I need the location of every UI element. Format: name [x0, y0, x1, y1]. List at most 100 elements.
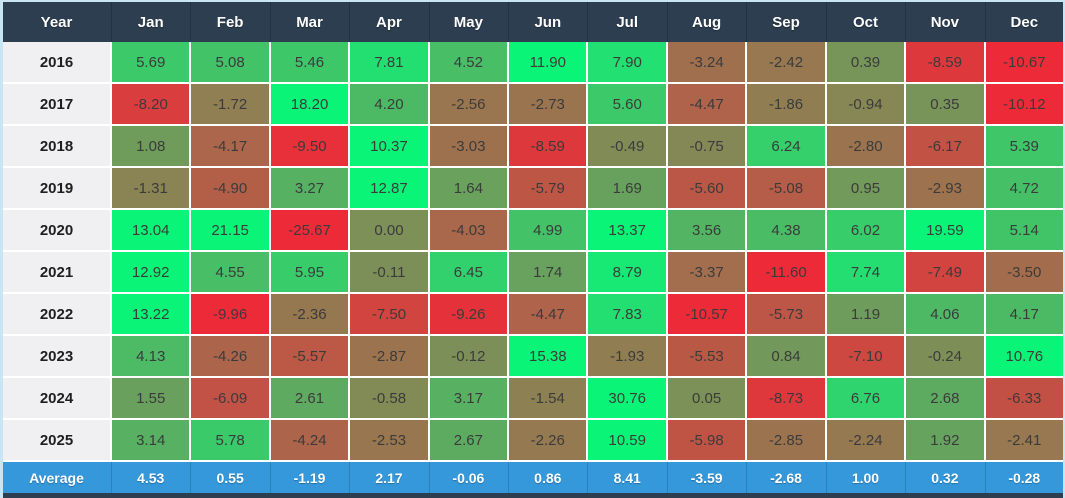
year-cell: 2018: [3, 126, 110, 166]
value-cell: 5.95: [270, 252, 349, 292]
value-cell: 1.08: [112, 126, 190, 166]
value-cell: -4.47: [667, 84, 746, 124]
value-cell: -8.73: [747, 378, 825, 418]
value-cell: 5.60: [588, 84, 666, 124]
value-cell: 18.20: [270, 84, 349, 124]
value-cell: 5.46: [270, 42, 349, 82]
value-cell: 4.13: [112, 336, 190, 376]
value-cell: -2.73: [509, 84, 587, 124]
header-cell-mar: Mar: [271, 2, 348, 42]
value-cell: -2.93: [906, 168, 984, 208]
value-cell: 0.84: [747, 336, 825, 376]
value-cell: 19.59: [906, 210, 984, 250]
table-row: 2016 5.69 5.08 5.46 7.81 4.52 11.90 7.90 -3.24 -2…: [3, 42, 1063, 82]
average-value-cell: 8.41: [588, 462, 665, 493]
value-cell: 5.08: [191, 42, 269, 82]
value-cell: -3.24: [667, 42, 746, 82]
header-cell-jul: Jul: [588, 2, 665, 42]
value-cell: -5.60: [667, 168, 746, 208]
value-cell: -0.11: [350, 252, 428, 292]
value-cell: -0.94: [826, 84, 905, 124]
header-cell-jan: Jan: [112, 2, 189, 42]
value-cell: 0.05: [667, 378, 746, 418]
average-row: Average 4.53 0.55 -1.19 2.17 -0.06 0.86 8.41 -3…: [3, 460, 1063, 493]
value-cell: -4.26: [191, 336, 269, 376]
table-row: 2018 1.08 -4.17 -9.50 10.37 -3.03 -8.59 -0.49 -0…: [3, 126, 1063, 166]
year-cell: 2016: [3, 42, 110, 82]
value-cell: -1.86: [747, 84, 825, 124]
value-cell: 5.78: [191, 420, 269, 460]
value-cell: -11.60: [747, 252, 825, 292]
header-cell-nov: Nov: [906, 2, 983, 42]
value-cell: 5.14: [985, 210, 1063, 250]
value-cell: 6.24: [747, 126, 825, 166]
value-cell: 13.04: [112, 210, 190, 250]
value-cell: 7.81: [350, 42, 428, 82]
value-cell: -8.59: [509, 126, 587, 166]
value-cell: -25.67: [270, 210, 349, 250]
value-cell: -0.12: [429, 336, 508, 376]
monthly-returns-table: Year Jan Feb Mar Apr May Jun Jul Aug Sep Oct Nov De…: [3, 2, 1063, 498]
header-cell-feb: Feb: [191, 2, 268, 42]
year-cell: 2021: [3, 252, 110, 292]
value-cell: 11.90: [509, 42, 587, 82]
value-cell: -2.56: [429, 84, 508, 124]
value-cell: 2.68: [906, 378, 984, 418]
value-cell: 4.38: [747, 210, 825, 250]
value-cell: 6.76: [826, 378, 905, 418]
table-row: 2023 4.13 -4.26 -5.57 -2.87 -0.12 15.38 -1.93 -5…: [3, 336, 1063, 376]
table-row: 2020 13.04 21.15 -25.67 0.00 -4.03 4.99 13.37 3.…: [3, 210, 1063, 250]
year-cell: 2023: [3, 336, 110, 376]
value-cell: -0.58: [350, 378, 428, 418]
value-cell: 7.74: [826, 252, 905, 292]
value-cell: 30.76: [588, 378, 666, 418]
value-cell: -7.49: [906, 252, 984, 292]
value-cell: -0.75: [667, 126, 746, 166]
value-cell: -2.26: [509, 420, 587, 460]
value-cell: 21.15: [191, 210, 269, 250]
year-cell: 2020: [3, 210, 110, 250]
table-row: 2024 1.55 -6.09 2.61 -0.58 3.17 -1.54 30.76 0.05…: [3, 378, 1063, 418]
year-cell: 2019: [3, 168, 110, 208]
value-cell: 5.39: [985, 126, 1063, 166]
value-cell: -6.17: [906, 126, 984, 166]
average-value-cell: 1.00: [827, 462, 904, 493]
header-cell-oct: Oct: [827, 2, 904, 42]
average-value-cell: -0.06: [430, 462, 507, 493]
header-cell-aug: Aug: [668, 2, 745, 42]
value-cell: 4.06: [906, 294, 984, 334]
table-row: 2017 -8.20 -1.72 18.20 4.20 -2.56 -2.73 5.60 -4.…: [3, 84, 1063, 124]
value-cell: 4.72: [985, 168, 1063, 208]
value-cell: -2.80: [826, 126, 905, 166]
value-cell: 2.61: [270, 378, 349, 418]
value-cell: 4.17: [985, 294, 1063, 334]
value-cell: 10.76: [985, 336, 1063, 376]
value-cell: 6.45: [429, 252, 508, 292]
value-cell: -2.36: [270, 294, 349, 334]
value-cell: -2.53: [350, 420, 428, 460]
value-cell: 10.59: [588, 420, 666, 460]
value-cell: -6.09: [191, 378, 269, 418]
value-cell: 2.67: [429, 420, 508, 460]
table-body: 2016 5.69 5.08 5.46 7.81 4.52 11.90 7.90 -3.24 -2…: [3, 42, 1063, 460]
header-cell-apr: Apr: [350, 2, 427, 42]
year-cell: 2022: [3, 294, 110, 334]
value-cell: -8.20: [112, 84, 190, 124]
value-cell: 3.56: [667, 210, 746, 250]
value-cell: 4.20: [350, 84, 428, 124]
value-cell: -7.50: [350, 294, 428, 334]
value-cell: 7.90: [588, 42, 666, 82]
year-cell: 2024: [3, 378, 110, 418]
table-row: 2019 -1.31 -4.90 3.27 12.87 1.64 -5.79 1.69 -5.6…: [3, 168, 1063, 208]
value-cell: -7.10: [826, 336, 905, 376]
value-cell: 1.92: [906, 420, 984, 460]
value-cell: 1.69: [588, 168, 666, 208]
value-cell: 8.79: [588, 252, 666, 292]
average-value-cell: 4.53: [112, 462, 189, 493]
value-cell: -0.49: [588, 126, 666, 166]
value-cell: -10.12: [985, 84, 1063, 124]
value-cell: 3.14: [112, 420, 190, 460]
table-header-row: Year Jan Feb Mar Apr May Jun Jul Aug Sep Oct Nov De…: [3, 2, 1063, 42]
value-cell: -6.33: [985, 378, 1063, 418]
average-label-cell: Average: [29, 469, 84, 486]
